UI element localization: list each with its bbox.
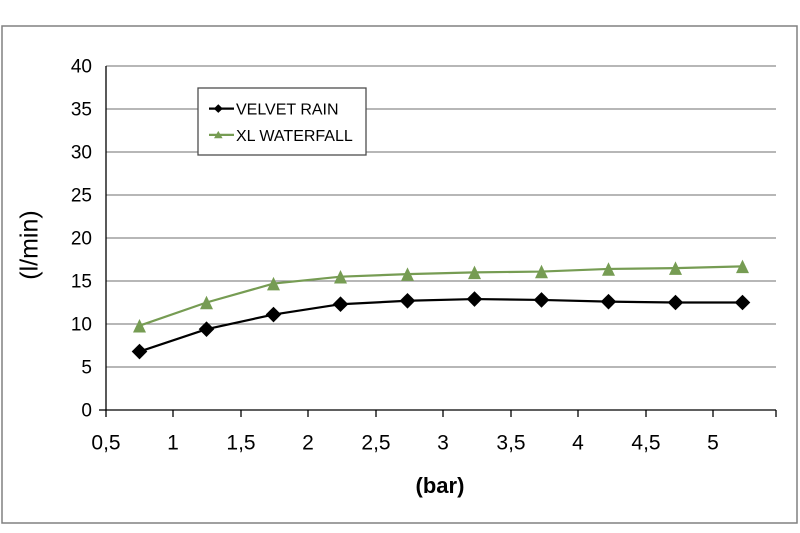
svg-text:4: 4 (572, 432, 584, 455)
svg-text:1,5: 1,5 (226, 432, 255, 455)
svg-text:XL WATERFALL: XL WATERFALL (236, 128, 353, 145)
svg-text:2,5: 2,5 (361, 432, 390, 455)
svg-text:25: 25 (71, 186, 92, 207)
svg-text:30: 30 (71, 143, 92, 164)
svg-text:0: 0 (81, 401, 92, 422)
svg-text:40: 40 (71, 57, 92, 78)
svg-text:10: 10 (71, 315, 92, 336)
svg-text:3,5: 3,5 (496, 432, 525, 455)
svg-text:VELVET RAIN: VELVET RAIN (236, 102, 339, 119)
svg-text:4,5: 4,5 (631, 432, 660, 455)
svg-text:15: 15 (71, 272, 92, 293)
svg-text:1: 1 (167, 432, 179, 455)
svg-text:(bar): (bar) (416, 473, 465, 498)
svg-text:2: 2 (302, 432, 314, 455)
svg-text:3: 3 (437, 432, 449, 455)
svg-text:5: 5 (81, 358, 92, 379)
svg-text:5: 5 (707, 432, 719, 455)
svg-text:(l/min): (l/min) (16, 210, 44, 279)
svg-text:0,5: 0,5 (91, 432, 120, 455)
svg-text:35: 35 (71, 100, 92, 121)
svg-text:20: 20 (71, 229, 92, 250)
